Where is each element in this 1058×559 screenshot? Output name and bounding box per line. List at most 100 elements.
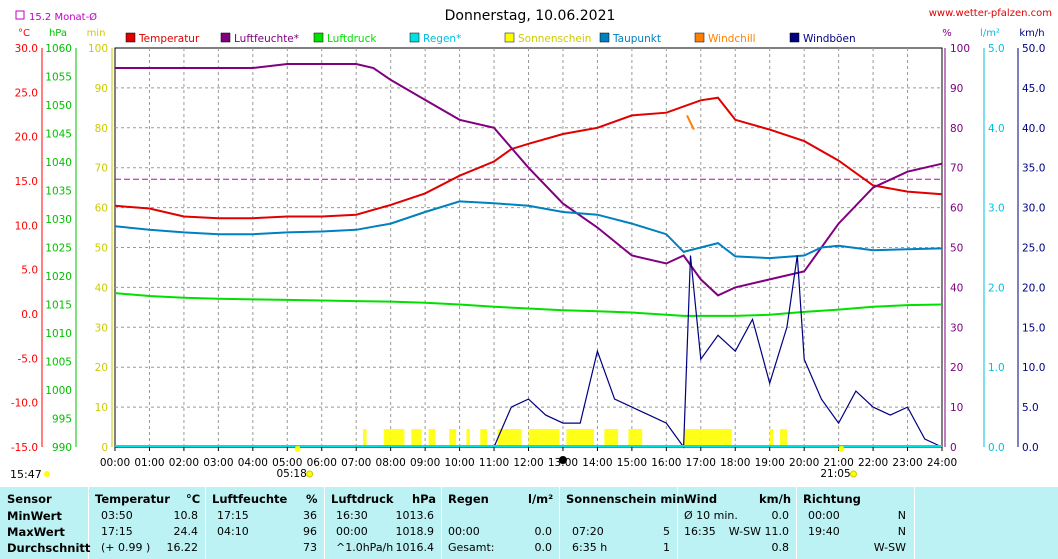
source-link[interactable]: www.wetter-pfalzen.com (929, 8, 1052, 19)
stat-h-time: 04:10 (217, 525, 249, 538)
header-temp-unit: °C (186, 492, 201, 506)
tick-label-pressure: 1045 (45, 129, 72, 141)
tick-label-x: 22:00 (858, 457, 888, 469)
stat-s-val: 1 (663, 541, 670, 554)
tick-label-sunshine: 70 (95, 163, 108, 175)
stat-p-val: 1016.4 (395, 541, 435, 554)
chart-axes: °C hPa min% l/m² km/h 30.0 25.0 20.0 15.0 10.0 5.0… (11, 28, 1046, 469)
series-line-luftdruck (114, 292, 943, 317)
tick-label-pressure: 1060 (45, 43, 72, 55)
tick-label-x: 23:00 (892, 457, 922, 469)
header-temperatur: Temperatur (95, 492, 170, 506)
tick-label-x: 09:00 (410, 457, 440, 469)
sunshine-bar (363, 429, 367, 447)
tick-label-wind: 40.0 (1022, 123, 1045, 135)
tick-label-humidity: 90 (950, 83, 963, 95)
stat-h-time: 17:15 (217, 509, 249, 522)
tick-label-humidity: 60 (950, 203, 963, 215)
sunshine-bars (363, 429, 787, 447)
col-divider (88, 487, 89, 559)
tick-label-wind: 50.0 (1022, 43, 1045, 55)
series-line-luftfeuchte (115, 63, 943, 297)
stat-h-val: 96 (303, 525, 317, 538)
header-sonne: Sonnenschein min (566, 492, 685, 506)
stat-label: MaxWert (7, 525, 65, 539)
tick-label-rain: 1.0 (988, 362, 1005, 374)
tick-label-sunshine: 0 (101, 442, 108, 454)
footer-time: 15:47 (10, 468, 42, 481)
stat-d-time: 19:40 (808, 525, 840, 538)
legend-swatch (599, 32, 610, 43)
tick-label-wind: 30.0 (1022, 203, 1045, 215)
tick-label-x: 20:00 (789, 457, 819, 469)
stat-t-time: (+ 0.99 ) (101, 541, 151, 554)
legend-label: Sonnenschein (518, 33, 591, 45)
sunshine-bar (566, 429, 594, 447)
sunshine-bar (480, 429, 488, 447)
tick-label-pressure: 995 (52, 414, 72, 426)
axis-unit-humidity: % (942, 28, 952, 39)
tick-label-temp: 5.0 (21, 265, 38, 277)
header-regen: Regen (448, 492, 489, 506)
tick-label-x: 15:00 (617, 457, 647, 469)
col-divider (677, 487, 678, 559)
stats-table: Sensor Temperatur °C Luftfeuchte % Luftd… (0, 487, 1058, 559)
legend-swatch (504, 32, 515, 43)
tick-label-x: 11:00 (479, 457, 509, 469)
legend-swatch (125, 32, 136, 43)
sunrise-icon (306, 470, 314, 478)
chart-labels: 05:18 21:05 Temperatur Luftfeuchte* Luftdruc… (44, 32, 857, 480)
stat-d-time: 00:00 (808, 509, 840, 522)
col-divider (914, 487, 915, 559)
stat-h-val: 73 (303, 541, 317, 554)
tick-label-humidity: 10 (950, 402, 963, 414)
tick-label-rain: 0.0 (988, 442, 1005, 454)
tick-label-pressure: 1055 (45, 72, 72, 84)
legend-swatch (313, 32, 324, 43)
tick-label-wind: 0.0 (1022, 442, 1039, 454)
stat-label: MinWert (7, 509, 62, 523)
sunrise-axis-marker (294, 446, 301, 452)
legend-label: Windchill (708, 33, 756, 45)
axis-unit-sunshine: min (87, 28, 106, 39)
tick-label-x: 06:00 (307, 457, 337, 469)
tick-label-x: 10:00 (444, 457, 474, 469)
header-rain-unit: l/m² (528, 492, 554, 506)
sunset-icon (849, 470, 857, 478)
tick-label-x: 04:00 (238, 457, 268, 469)
tick-label-x: 17:00 (686, 457, 716, 469)
stat-t-val: 24.4 (173, 525, 199, 538)
axis-unit-pressure: hPa (49, 28, 67, 39)
tick-label-wind: 45.0 (1022, 83, 1045, 95)
series-line-windchill (686, 114, 695, 131)
chart-title: Donnerstag, 10.06.2021 (445, 8, 616, 24)
current-time-marker (558, 456, 567, 464)
tick-label-sunshine: 90 (95, 83, 108, 95)
sunshine-bar (449, 429, 457, 447)
header-richtung: Richtung (803, 492, 861, 506)
sunset-label: 21:05 (820, 468, 850, 480)
tick-label-temp: -10.0 (11, 398, 38, 410)
tick-label-humidity: 50 (950, 243, 963, 255)
tick-label-pressure: 1050 (45, 100, 72, 112)
header-hum-unit: % (306, 492, 318, 506)
footer-sun-icon (44, 471, 50, 477)
tick-label-humidity: 30 (950, 322, 963, 334)
series-line-windböen (115, 255, 943, 449)
sunshine-bar (428, 429, 436, 447)
tick-label-x: 00:00 (100, 457, 130, 469)
stat-d-val: N (897, 509, 906, 522)
stat-w-val: 0.8 (771, 541, 790, 554)
tick-label-temp: 25.0 (15, 87, 38, 99)
sunshine-bar (683, 429, 732, 447)
tick-label-humidity: 80 (950, 123, 963, 135)
stat-s-val: 5 (663, 525, 670, 538)
header-sensor: Sensor (7, 492, 52, 506)
tick-label-pressure: 1025 (45, 243, 72, 255)
stat-p-time: 00:00 (336, 525, 368, 538)
series-line-temperatur (114, 96, 943, 220)
header-wind-unit: km/h (759, 492, 792, 506)
legend-label: Luftfeuchte* (234, 33, 299, 45)
stat-w-time: 16:35 (684, 525, 716, 538)
sunset-axis-marker (838, 446, 845, 452)
